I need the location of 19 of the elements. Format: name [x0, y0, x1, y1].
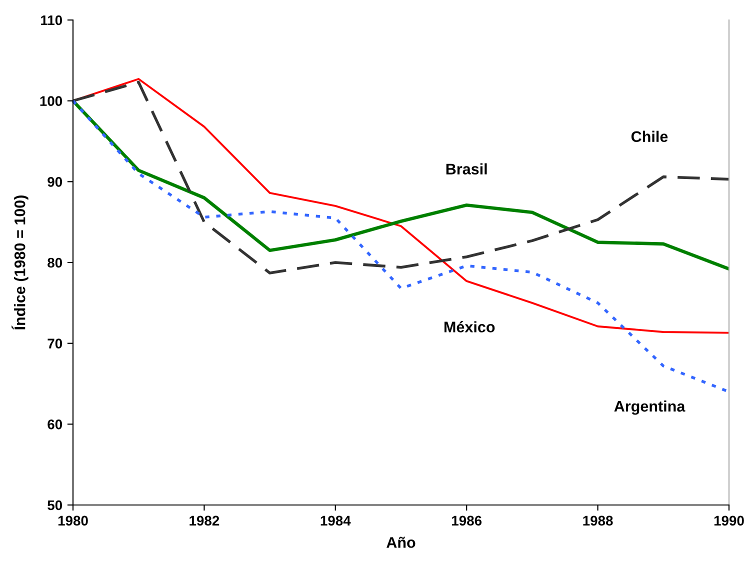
y-tick-label: 110 — [41, 15, 62, 26]
y-tick-label: 70 — [48, 338, 62, 349]
y-tick-label: 90 — [48, 177, 62, 187]
x-tick-label: 1988 — [583, 516, 613, 526]
y-tick-label: 100 — [40, 96, 62, 106]
x-axis-title: Año — [386, 536, 416, 548]
series-label: México — [444, 321, 495, 332]
y-axis-title: Índice (1980 = 100) — [12, 196, 28, 330]
y-tick-label: 50 — [48, 500, 62, 510]
x-tick-label: 1980 — [58, 516, 88, 526]
x-tick-label: 1990 — [714, 516, 744, 526]
x-tick-label: 1984 — [320, 516, 351, 526]
x-tick-label: 1982 — [190, 516, 220, 526]
series-label: Argentina — [614, 400, 686, 415]
text: Chile — [631, 130, 668, 142]
x-tick-label: 1986 — [452, 516, 482, 526]
y-tick-label: 80 — [48, 258, 62, 268]
y-tick-label: 60 — [48, 420, 62, 430]
text: Brasil — [446, 163, 487, 174]
